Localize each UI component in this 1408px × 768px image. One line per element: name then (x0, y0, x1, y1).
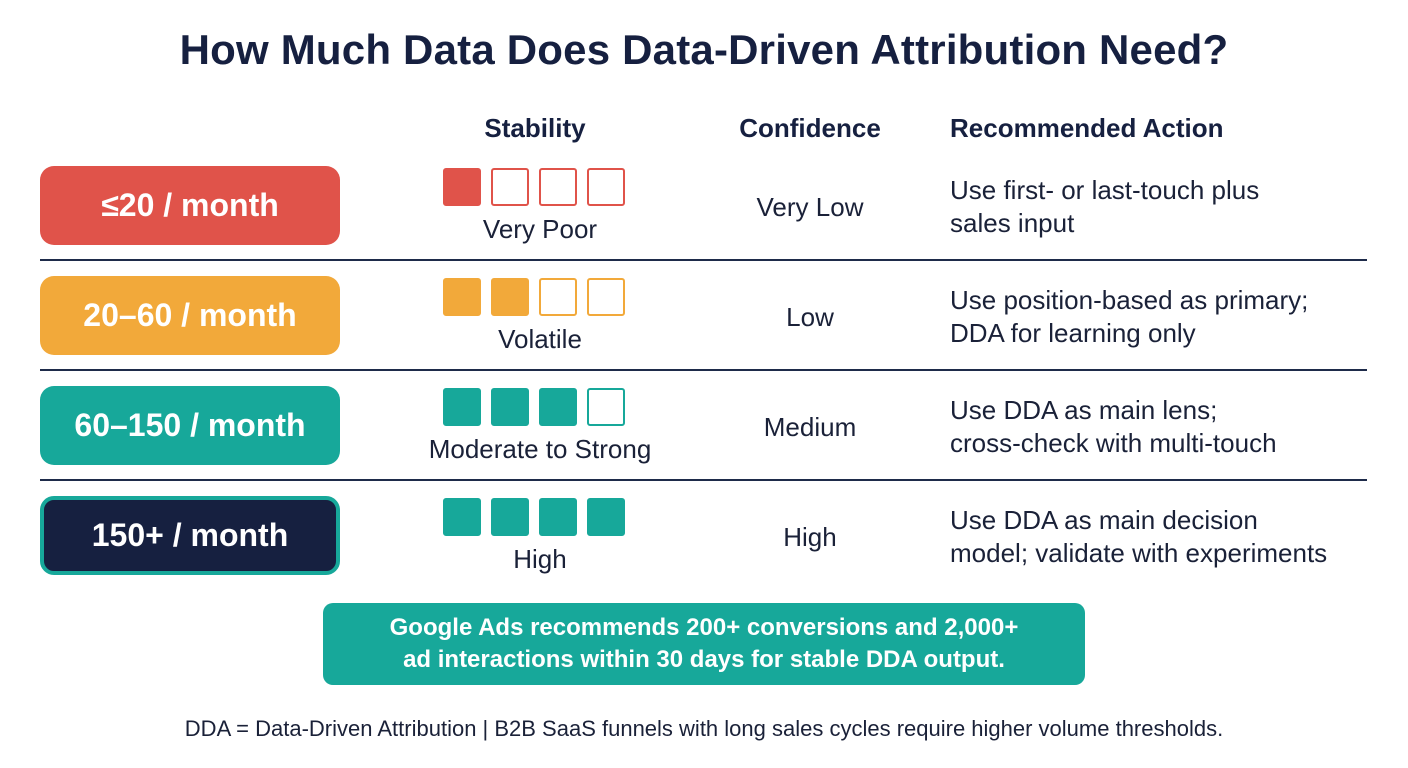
confidence-value: Very Low (756, 192, 864, 222)
page-title: How Much Data Does Data-Driven Attributi… (179, 26, 1229, 73)
recommended-action: Use position-based as primary; DDA for l… (950, 284, 1308, 350)
table-row: 20–60 / month Volatile Low Use position-… (0, 260, 1408, 370)
confidence-value: Low (786, 302, 834, 332)
table-row: 60–150 / month Moderate to Strong Medium… (0, 370, 1408, 480)
stability-box-filled (443, 498, 481, 536)
action-line: DDA for learning only (950, 318, 1196, 348)
stability-box-filled (491, 278, 529, 316)
callout-line: Google Ads recommends 200+ conversions a… (389, 614, 1019, 641)
volume-badge: 20–60 / month (40, 276, 340, 355)
row-divider (40, 479, 1367, 481)
stability-box-filled (539, 388, 577, 426)
stability-label: High (513, 544, 567, 574)
volume-badge: 150+ / month (40, 496, 340, 575)
row-divider (40, 369, 1367, 371)
stability-box-filled (587, 498, 625, 536)
confidence-value: High (783, 522, 837, 552)
action-line: Use DDA as main decision (950, 505, 1258, 535)
action-line: Use DDA as main lens; (950, 395, 1218, 425)
stability-label: Moderate to Strong (428, 434, 652, 464)
recommended-action: Use first- or last-touch plus sales inpu… (950, 174, 1259, 240)
table-row: 150+ / month High High Use DDA as main d… (0, 480, 1408, 590)
stability-box-empty (587, 278, 625, 316)
confidence-header: Confidence (739, 113, 881, 143)
stability-meter (443, 278, 629, 316)
stability-box-filled (443, 278, 481, 316)
volume-badge: 60–150 / month (40, 386, 340, 465)
recommended-action: Use DDA as main lens; cross-check with m… (950, 394, 1277, 460)
stability-label: Very Poor (482, 214, 598, 244)
action-line: Use position-based as primary; (950, 285, 1309, 315)
stability-box-empty (587, 388, 625, 426)
confidence-value: Medium (763, 412, 857, 442)
stability-box-empty (491, 168, 529, 206)
stability-box-filled (443, 388, 481, 426)
recommended-action: Use DDA as main decision model; validate… (950, 504, 1327, 570)
action-line: Use first- or last-touch plus (950, 175, 1260, 205)
action-line: sales input (950, 208, 1075, 238)
stability-meter (443, 388, 629, 426)
volume-badge: ≤20 / month (40, 166, 340, 245)
action-line: cross-check with multi-touch (950, 428, 1277, 458)
stability-header: Stability (484, 113, 586, 143)
footer-note: DDA = Data-Driven Attribution | B2B SaaS… (184, 716, 1224, 741)
stability-box-filled (491, 388, 529, 426)
stability-box-empty (539, 168, 577, 206)
row-divider (40, 259, 1367, 261)
stability-box-empty (539, 278, 577, 316)
stability-meter (443, 498, 629, 536)
recommended-action-header: Recommended Action (950, 113, 1224, 143)
stability-label: Volatile (498, 324, 582, 354)
stability-box-filled (491, 498, 529, 536)
stability-box-filled (539, 498, 577, 536)
stability-box-empty (587, 168, 625, 206)
callout-line: ad interactions within 30 days for stabl… (403, 646, 1005, 673)
table-row: ≤20 / month Very Poor Very Low Use first… (0, 150, 1408, 260)
stability-box-filled (443, 168, 481, 206)
recommendation-callout: Google Ads recommends 200+ conversions a… (323, 603, 1085, 685)
action-line: model; validate with experiments (950, 538, 1328, 568)
stability-meter (443, 168, 629, 206)
